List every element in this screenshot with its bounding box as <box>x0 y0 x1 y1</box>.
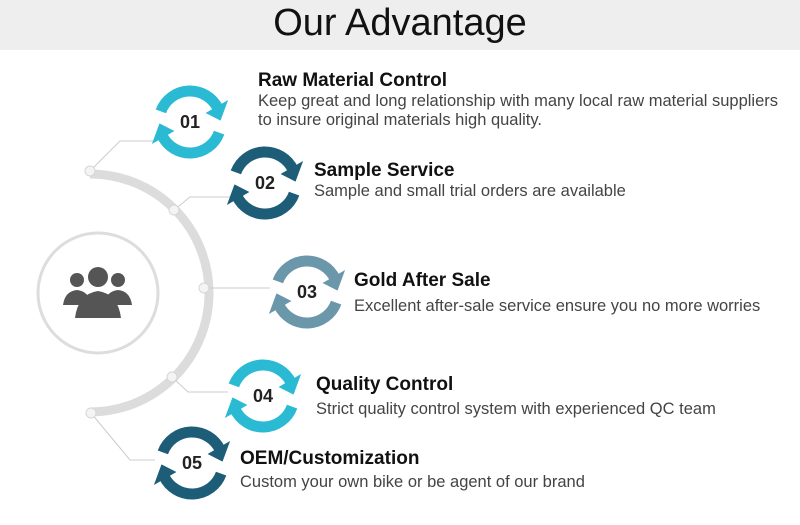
number-badge: 04 <box>223 356 303 436</box>
page-title: Our Advantage <box>273 2 527 44</box>
refresh-cycle-icon <box>151 85 229 159</box>
number-badge: 01 <box>150 82 230 162</box>
arc-dots <box>84 165 210 419</box>
item-title: Gold After Sale <box>354 270 491 291</box>
badge-number: 03 <box>296 282 318 302</box>
badge-number: 02 <box>254 173 276 193</box>
item-title: Sample Service <box>314 160 455 181</box>
item-sample-service: Sample Service Sample and small trial or… <box>314 160 794 201</box>
connector-lines <box>89 140 270 461</box>
number-badge: 02 <box>225 143 305 223</box>
header-band <box>0 0 800 50</box>
refresh-cycle-icon <box>268 255 346 329</box>
center-circle <box>36 231 160 355</box>
badge-number: 01 <box>179 112 201 132</box>
item-title: OEM/Customization <box>240 448 420 469</box>
item-title: Quality Control <box>316 374 454 395</box>
badge-number: 04 <box>252 386 274 406</box>
badge-number: 05 <box>181 453 203 473</box>
item-desc: Sample and small trial orders are availa… <box>314 182 626 200</box>
item-quality-control: Quality Control Strict quality control s… <box>316 374 796 419</box>
team-people-icon <box>63 267 132 318</box>
arc <box>89 169 214 417</box>
item-desc: Excellent after-sale service ensure you … <box>354 297 761 315</box>
number-badge: 05 <box>152 423 232 503</box>
refresh-cycle-icon <box>153 426 231 500</box>
item-raw-material: Raw Material Control Keep great and long… <box>258 70 788 130</box>
item-oem: OEM/Customization Custom your own bike o… <box>240 448 780 492</box>
item-after-sale: Gold After Sale Excellent after-sale ser… <box>354 270 799 316</box>
item-title: Raw Material Control <box>258 70 447 91</box>
refresh-cycle-icon <box>224 359 302 433</box>
item-desc: Custom your own bike or be agent of our … <box>240 473 585 491</box>
number-badge: 03 <box>267 252 347 332</box>
item-desc: Strict quality control system with exper… <box>316 400 716 418</box>
item-desc: Keep great and long relationship with ma… <box>258 92 779 129</box>
refresh-cycle-icon <box>226 146 304 220</box>
